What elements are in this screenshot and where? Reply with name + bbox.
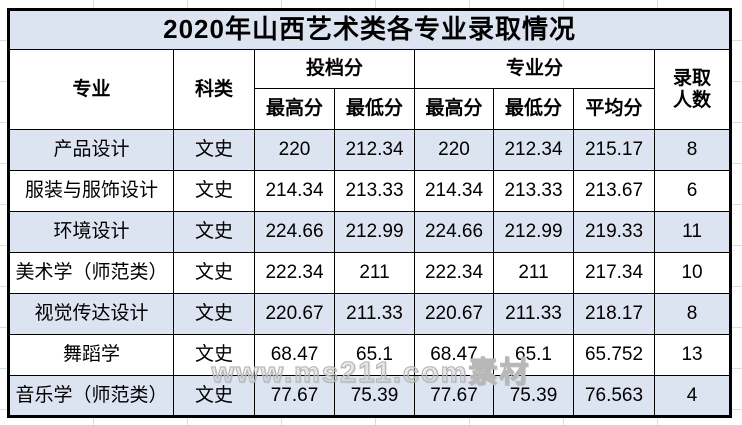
table-row: 音乐学（师范类） 文史 77.67 75.39 77.67 75.39 76.5… <box>8 375 732 417</box>
cell-zhuanye-avg: 76.563 <box>573 375 655 417</box>
table-row: 美术学（师范类） 文史 222.34 211 222.34 211 217.34… <box>8 252 732 294</box>
cell-toudang-max: 220 <box>254 129 335 171</box>
cell-toudang-max: 220.67 <box>254 293 335 335</box>
cell-zhuanye-min: 212.34 <box>493 129 574 171</box>
title-row: 2020年山西艺术类各专业录取情况 <box>7 9 732 50</box>
table-row: 舞蹈学 文史 68.47 65.1 68.47 65.1 65.752 13 <box>8 334 732 376</box>
cell-enrollment: 8 <box>653 293 732 335</box>
col-header-zhuanye-group: 专业分 <box>414 49 655 89</box>
col-header-enrollment: 录取 人数 <box>653 49 732 130</box>
cell-zhuanye-max: 77.67 <box>414 375 494 417</box>
col-header-toudang-max: 最高分 <box>254 88 335 130</box>
cell-zhuanye-max: 220 <box>414 129 494 171</box>
cell-enrollment: 11 <box>653 211 732 253</box>
cell-zhuanye-min: 211.33 <box>493 293 574 335</box>
cell-category: 文史 <box>173 293 255 335</box>
cell-enrollment: 10 <box>653 252 732 294</box>
table-row: 环境设计 文史 224.66 212.99 224.66 212.99 219.… <box>8 211 732 253</box>
cell-zhuanye-min: 213.33 <box>493 170 574 212</box>
cell-zhuanye-min: 211 <box>493 252 574 294</box>
cell-toudang-min: 65.1 <box>334 334 415 376</box>
col-header-zhuanye-min: 最低分 <box>493 88 574 130</box>
col-header-major: 专业 <box>8 49 174 130</box>
page-title: 2020年山西艺术类各专业录取情况 <box>7 9 732 50</box>
col-header-toudang-group: 投档分 <box>254 49 415 89</box>
cell-zhuanye-min: 75.39 <box>493 375 574 417</box>
cell-zhuanye-avg: 65.752 <box>573 334 655 376</box>
col-header-zhuanye-avg: 平均分 <box>573 88 655 130</box>
cell-toudang-min: 211.33 <box>334 293 415 335</box>
col-header-category: 科类 <box>173 49 255 130</box>
cell-category: 文史 <box>173 129 255 171</box>
header-row-groups: 专业 科类 投档分 专业分 录取 人数 <box>8 49 732 130</box>
cell-zhuanye-avg: 215.17 <box>573 129 655 171</box>
cell-zhuanye-avg: 213.67 <box>573 170 655 212</box>
cell-category: 文史 <box>173 375 255 417</box>
cell-major: 视觉传达设计 <box>8 293 174 335</box>
cell-zhuanye-min: 65.1 <box>493 334 574 376</box>
table-row: 产品设计 文史 220 212.34 220 212.34 215.17 8 <box>8 129 732 171</box>
cell-enrollment: 6 <box>653 170 732 212</box>
cell-enrollment: 13 <box>653 334 732 376</box>
cell-zhuanye-max: 220.67 <box>414 293 494 335</box>
cell-zhuanye-min: 212.99 <box>493 211 574 253</box>
col-header-zhuanye-max: 最高分 <box>414 88 494 130</box>
cell-toudang-min: 211 <box>334 252 415 294</box>
cell-category: 文史 <box>173 252 255 294</box>
admission-table: 2020年山西艺术类各专业录取情况 专业 科类 投档分 专业分 录取 人数 最高… <box>7 8 733 418</box>
table-row: 视觉传达设计 文史 220.67 211.33 220.67 211.33 21… <box>8 293 732 335</box>
cell-major: 产品设计 <box>8 129 174 171</box>
cell-zhuanye-max: 222.34 <box>414 252 494 294</box>
cell-toudang-max: 224.66 <box>254 211 335 253</box>
cell-zhuanye-max: 224.66 <box>414 211 494 253</box>
table-row: 服装与服饰设计 文史 214.34 213.33 214.34 213.33 2… <box>8 170 732 212</box>
cell-zhuanye-max: 214.34 <box>414 170 494 212</box>
cell-enrollment: 8 <box>653 129 732 171</box>
cell-toudang-max: 77.67 <box>254 375 335 417</box>
cell-toudang-min: 75.39 <box>334 375 415 417</box>
cell-toudang-max: 68.47 <box>254 334 335 376</box>
cell-toudang-min: 212.34 <box>334 129 415 171</box>
cell-zhuanye-avg: 217.34 <box>573 252 655 294</box>
cell-toudang-max: 214.34 <box>254 170 335 212</box>
cell-toudang-max: 222.34 <box>254 252 335 294</box>
cell-major: 服装与服饰设计 <box>8 170 174 212</box>
cell-major: 美术学（师范类） <box>8 252 174 294</box>
cell-major: 环境设计 <box>8 211 174 253</box>
cell-toudang-min: 213.33 <box>334 170 415 212</box>
cell-major: 音乐学（师范类） <box>8 375 174 417</box>
cell-zhuanye-avg: 219.33 <box>573 211 655 253</box>
cell-category: 文史 <box>173 211 255 253</box>
cell-zhuanye-max: 68.47 <box>414 334 494 376</box>
cell-major: 舞蹈学 <box>8 334 174 376</box>
header-row-sub: 最高分 最低分 最高分 最低分 平均分 <box>9 88 731 130</box>
cell-category: 文史 <box>173 334 255 376</box>
cell-category: 文史 <box>173 170 255 212</box>
cell-toudang-min: 212.99 <box>334 211 415 253</box>
col-header-toudang-min: 最低分 <box>334 88 415 130</box>
cell-zhuanye-avg: 218.17 <box>573 293 655 335</box>
cell-enrollment: 4 <box>653 375 732 417</box>
